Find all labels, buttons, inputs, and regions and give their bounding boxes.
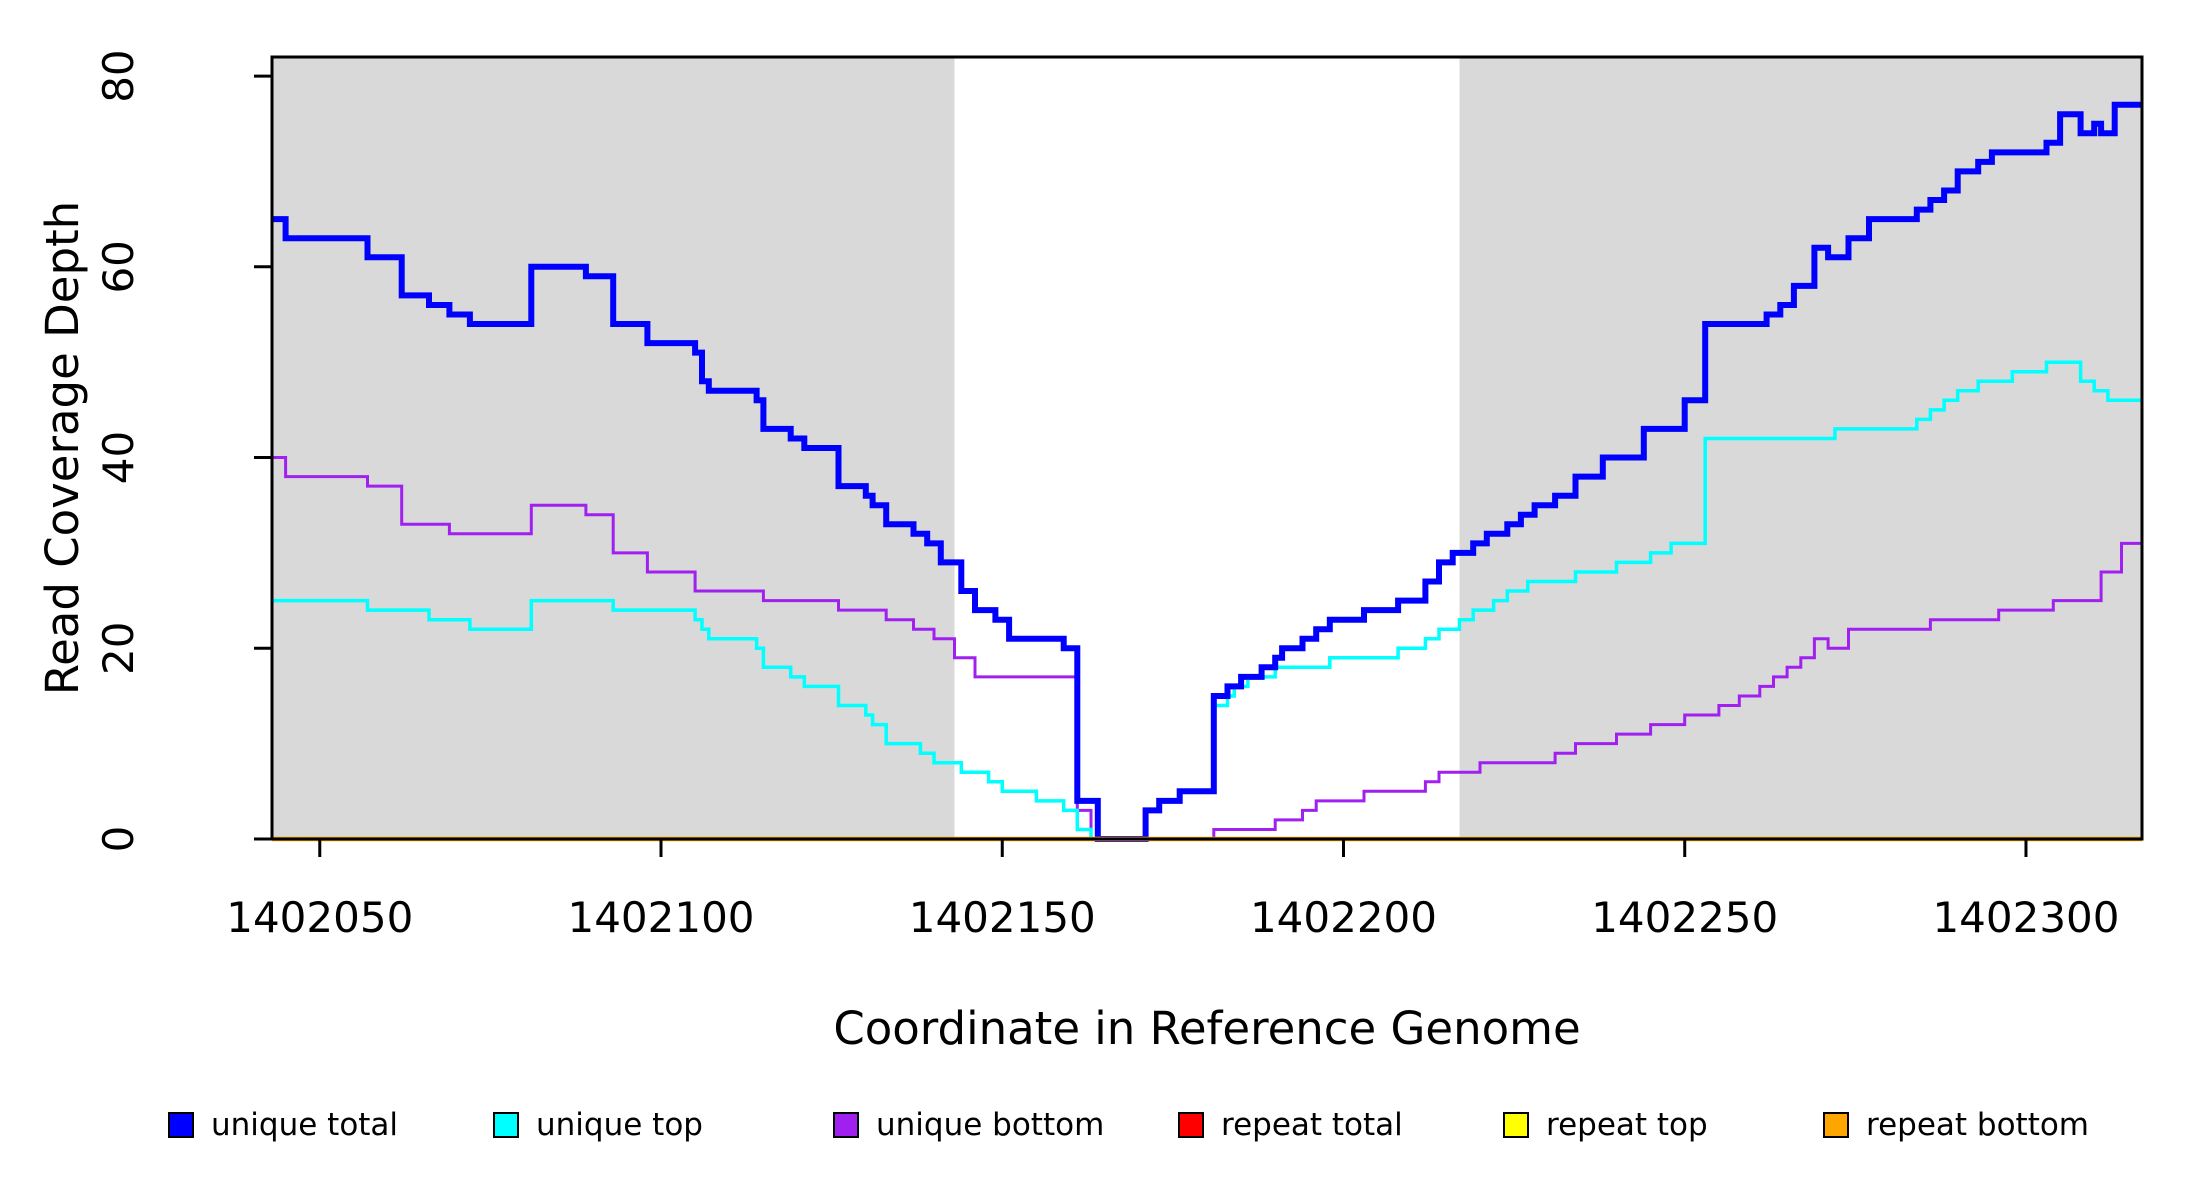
x-axis-title: Coordinate in Reference Genome xyxy=(833,1002,1580,1055)
x-tick-label: 1402050 xyxy=(226,893,413,942)
legend-label: unique bottom xyxy=(876,1107,1105,1143)
series-unique-bottom xyxy=(272,456,2142,841)
y-tick-label: 20 xyxy=(94,622,143,675)
legend-item-unique-bottom: unique bottom xyxy=(833,1100,1104,1150)
unique-total-swatch-icon xyxy=(168,1112,194,1138)
legend-item-repeat-total: repeat total xyxy=(1178,1100,1403,1150)
series-unique-top xyxy=(272,360,2142,841)
shaded-region-1 xyxy=(1459,57,2142,839)
legend-item-repeat-top: repeat top xyxy=(1503,1100,1708,1150)
repeat-top-swatch-icon xyxy=(1503,1112,1529,1138)
x-tick-label: 1402300 xyxy=(1932,893,2119,942)
legend-label: repeat top xyxy=(1546,1107,1708,1143)
legend-label: repeat total xyxy=(1221,1107,1403,1143)
legend-item-unique-total: unique total xyxy=(168,1100,398,1150)
unique-top-swatch-icon xyxy=(493,1112,519,1138)
series-unique-total xyxy=(272,101,2142,842)
y-tick-label: 80 xyxy=(94,49,143,102)
y-tick-label: 0 xyxy=(94,826,143,853)
y-tick-label: 40 xyxy=(94,431,143,484)
legend-label: unique total xyxy=(211,1107,399,1143)
repeat-bottom-swatch-icon xyxy=(1823,1112,1849,1138)
x-tick-label: 1402250 xyxy=(1591,893,1778,942)
shaded-region-0 xyxy=(272,57,955,839)
y-tick-label: 60 xyxy=(94,240,143,293)
legend: unique total unique top unique bottom re… xyxy=(0,1100,2200,1160)
repeat-total-swatch-icon xyxy=(1178,1112,1204,1138)
legend-item-unique-top: unique top xyxy=(493,1100,703,1150)
x-tick-label: 1402150 xyxy=(909,893,1096,942)
x-tick-label: 1402200 xyxy=(1250,893,1437,942)
x-tick-label: 1402100 xyxy=(567,893,754,942)
legend-label: repeat bottom xyxy=(1866,1107,2090,1143)
unique-bottom-swatch-icon xyxy=(833,1112,859,1138)
legend-label: unique top xyxy=(536,1107,703,1143)
legend-item-repeat-bottom: repeat bottom xyxy=(1823,1100,2089,1150)
plot-box xyxy=(270,55,2144,841)
y-axis-title: Read Coverage Depth xyxy=(36,201,89,695)
